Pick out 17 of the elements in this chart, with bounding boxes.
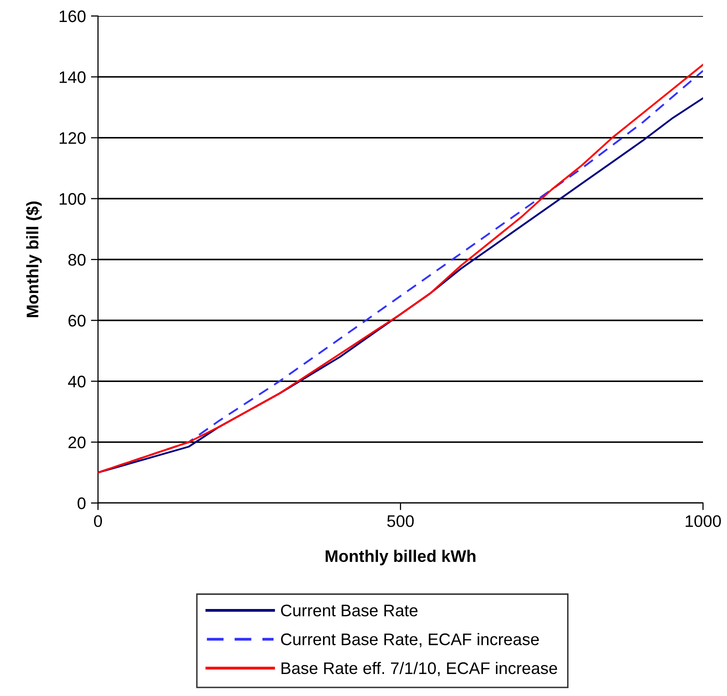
y-tick-label: 20 — [68, 436, 86, 448]
y-tick-label: 120 — [60, 132, 86, 144]
legend-label: Current Base Rate, ECAF increase — [281, 632, 539, 648]
x-tick-label: 0 — [94, 515, 102, 528]
y-tick-label: 140 — [60, 71, 86, 84]
x-axis-title: Monthly billed kWh — [326, 550, 476, 566]
x-tick-label: 1000 — [686, 515, 721, 528]
y-tick-label: 100 — [60, 193, 86, 205]
y-tick-label: 40 — [68, 376, 86, 388]
y-tick-label: 60 — [68, 314, 86, 327]
y-tick-label: 160 — [60, 10, 86, 22]
x-tick-label: 500 — [387, 515, 414, 528]
y-axis-title: Monthly bill ($) — [26, 202, 42, 318]
legend-label: Current Base Rate — [281, 604, 418, 616]
y-tick-label: 0 — [78, 497, 86, 510]
y-tick-label: 80 — [68, 254, 86, 266]
legend-label: Base Rate eff. 7/1/10, ECAF increase — [282, 662, 558, 676]
